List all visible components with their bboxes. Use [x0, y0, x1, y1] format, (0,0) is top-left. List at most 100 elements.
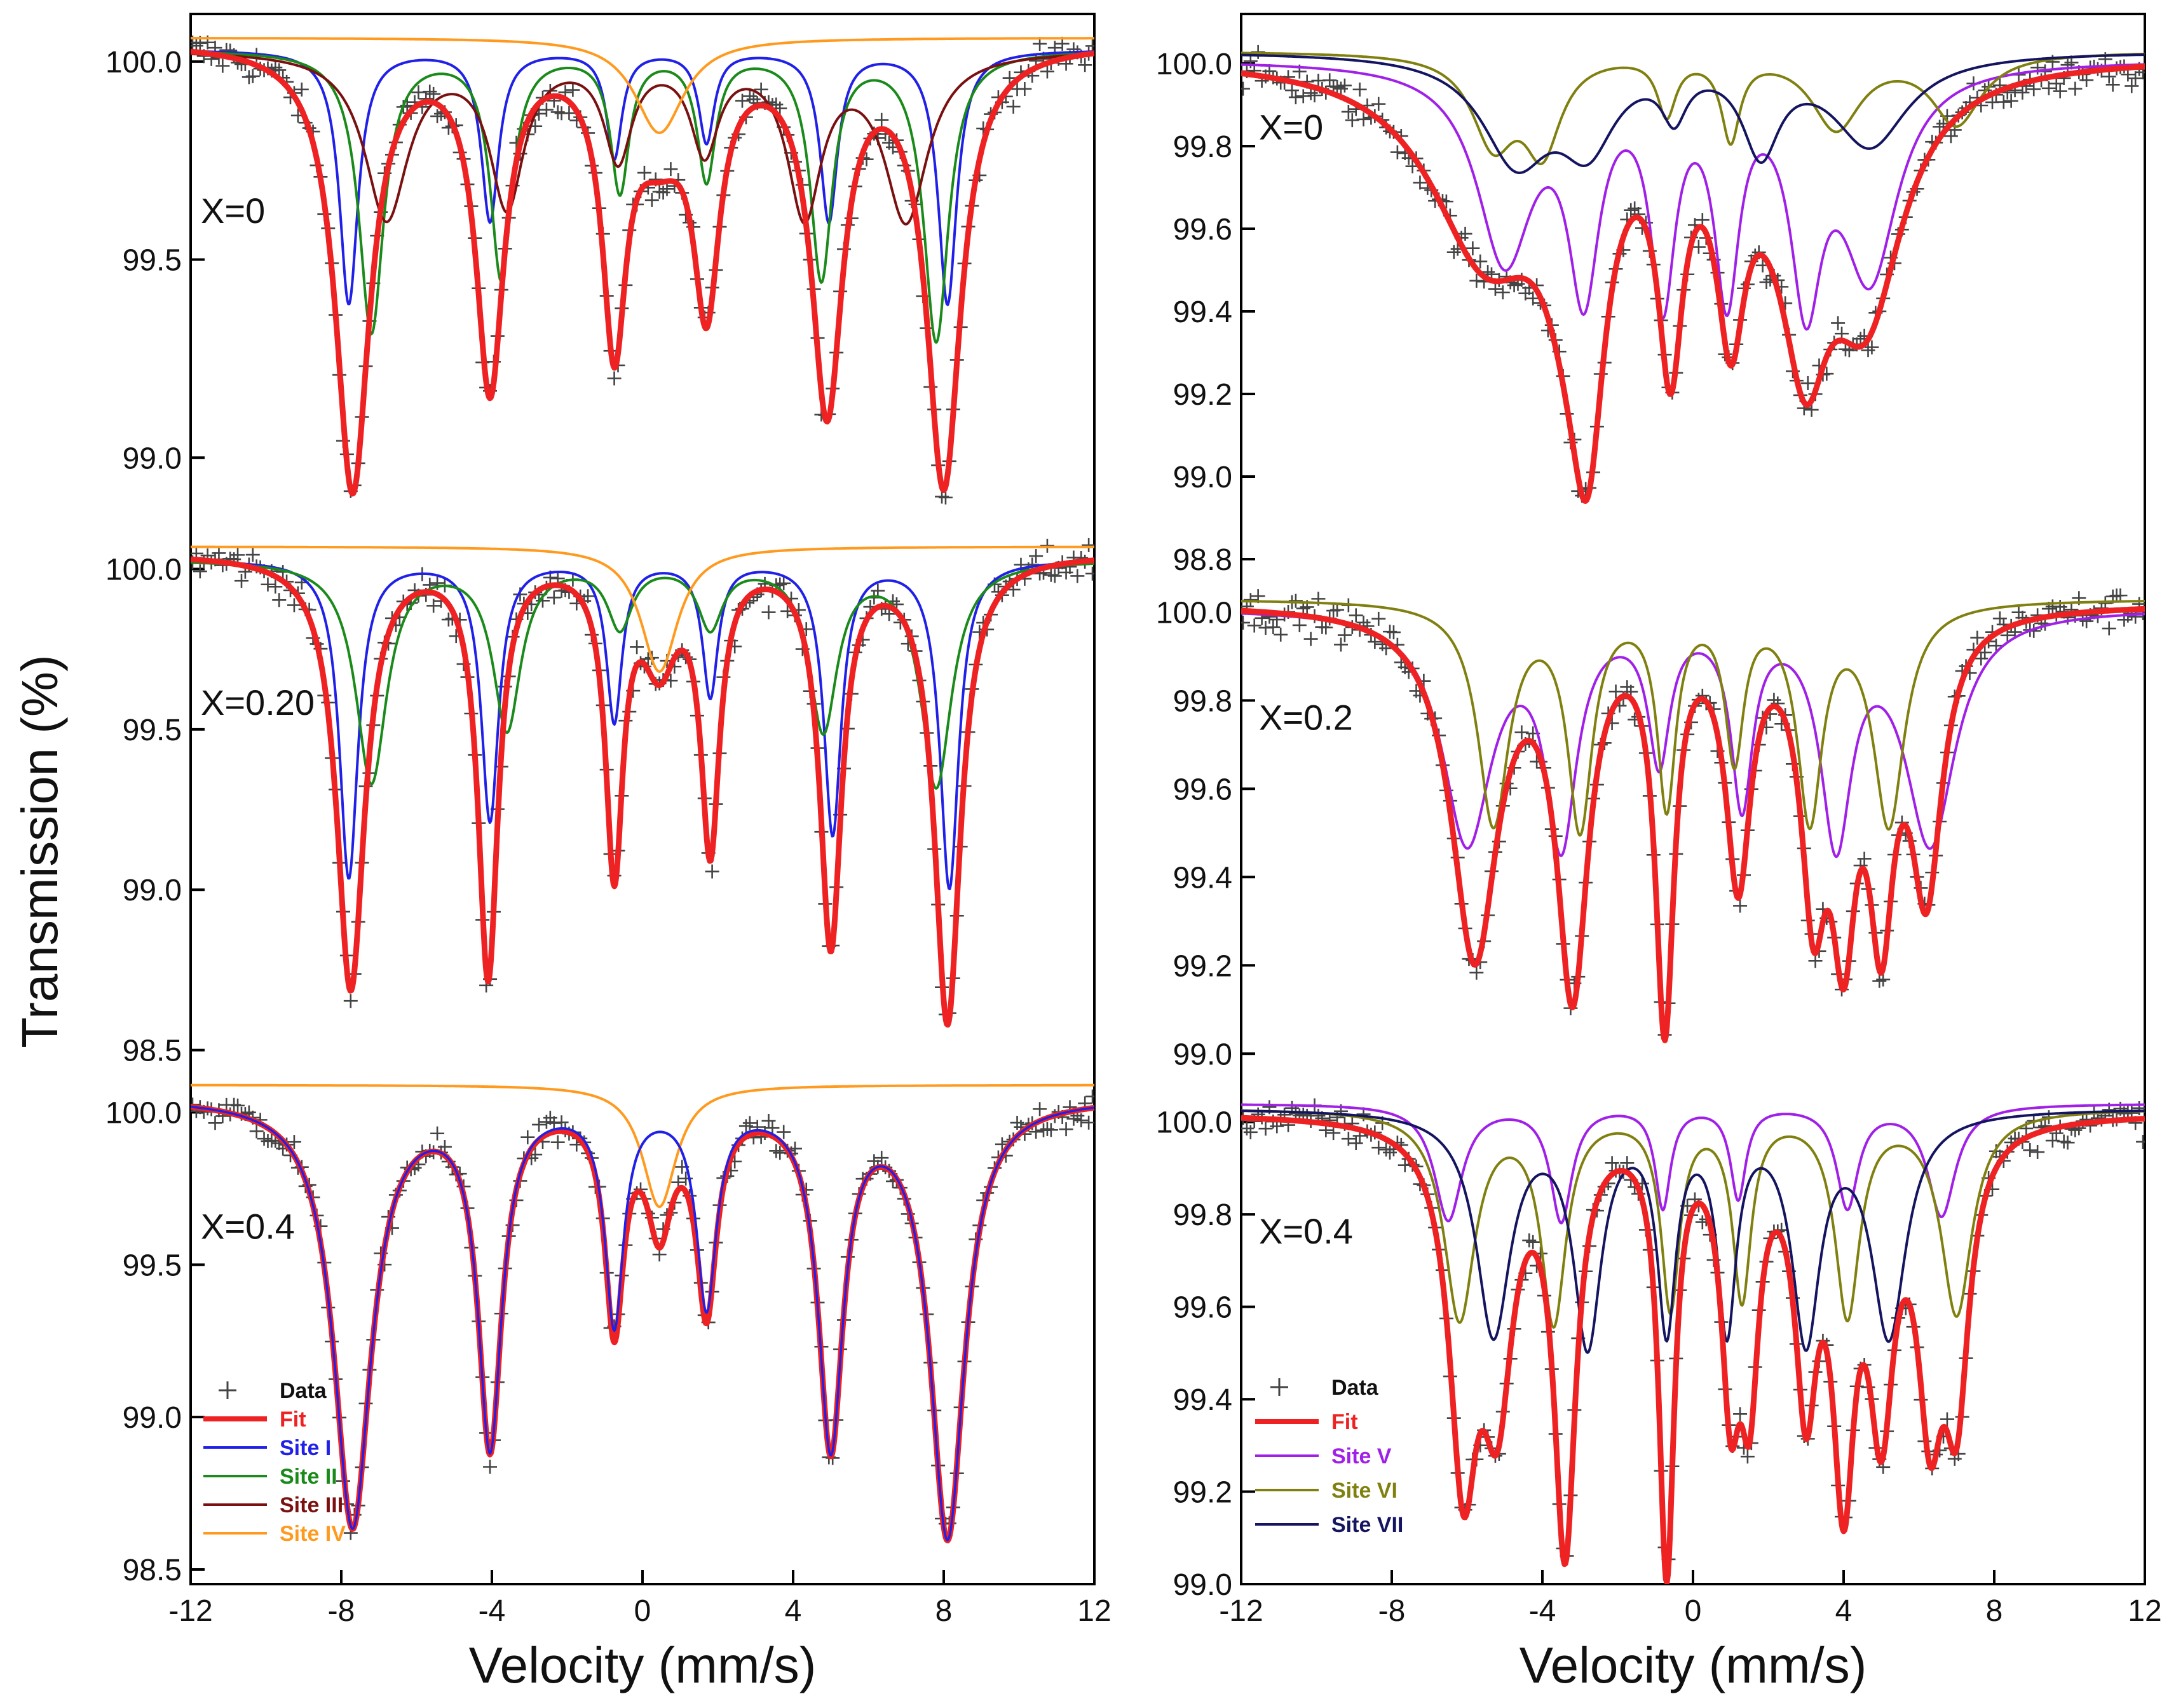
- left-y-tick-label: 99.0: [123, 1401, 182, 1435]
- right-site-vi-curve: [1241, 600, 2145, 837]
- data-point: [539, 102, 554, 117]
- right-y-tick-label: 99.2: [1173, 1476, 1232, 1510]
- left-panel-label: X=0: [201, 191, 265, 231]
- right-plot-frame: [1240, 13, 2146, 1585]
- data-point: [1970, 630, 1985, 645]
- y-axis-title: Transmission (%): [11, 654, 68, 1048]
- data-point: [1085, 1089, 1094, 1104]
- data-point: [1066, 1111, 1081, 1126]
- right-chart: -12 -8 -4 0 4 8 12 Velocity (mm/s) 100.0 99.8 99.6…: [1156, 13, 2162, 1693]
- data-point: [1857, 851, 1872, 866]
- left-x-tick-label: 8: [935, 1594, 953, 1628]
- data-point: [1465, 241, 1480, 255]
- right-panel-label: X=0: [1259, 107, 1323, 147]
- right-y-tick-label: 100.0: [1156, 596, 1232, 630]
- data-point: [1390, 145, 1404, 159]
- left-panel-label: X=0.4: [201, 1206, 295, 1246]
- legend-label: Site VII: [1331, 1513, 1403, 1537]
- legend-label: Site II: [280, 1465, 337, 1489]
- right-x-tick-label: 0: [1685, 1594, 1702, 1628]
- data-point: [1865, 340, 1879, 355]
- data-point: [437, 1139, 452, 1154]
- data-point: [630, 640, 644, 654]
- right-x-tick-label: -4: [1529, 1594, 1556, 1628]
- data-point: [547, 590, 561, 605]
- data-point: [2027, 82, 2041, 97]
- data-point: [1458, 226, 1472, 241]
- data-point: [547, 1116, 561, 1130]
- data-point: [1292, 618, 1307, 632]
- data-point: [742, 1116, 757, 1130]
- right-x-tick-label: 8: [1986, 1594, 2003, 1628]
- data-point: [2136, 1134, 2145, 1149]
- data-point: [430, 1126, 445, 1141]
- data-point: [1628, 201, 1642, 215]
- data-point: [1082, 1115, 1094, 1130]
- data-point: [1247, 618, 1261, 633]
- right-y-tick-label: 98.8: [1173, 543, 1232, 577]
- data-point: [1241, 1121, 1254, 1135]
- left-site-i-overlay-curve: [191, 1106, 1094, 1542]
- data-point: [2068, 81, 2083, 96]
- data-point: [1624, 203, 1638, 217]
- left-y-tick-label: 99.5: [123, 1249, 182, 1282]
- data-point: [777, 1125, 791, 1139]
- left-x-tick-label: -4: [479, 1594, 506, 1628]
- data-point: [644, 193, 659, 207]
- data-point: [1241, 81, 1250, 96]
- left-legend: Data Fit Site I Site II Site III Site IV: [203, 1379, 346, 1546]
- right-plot-area: [1241, 1098, 2145, 1584]
- left-y-tick-label: 98.5: [123, 1554, 182, 1587]
- data-point: [1469, 965, 1484, 980]
- legend-label: Site III: [280, 1493, 343, 1517]
- data-point: [287, 1135, 301, 1149]
- left-x-tick-label: -12: [168, 1594, 212, 1628]
- data-point: [1006, 99, 1021, 114]
- data-point: [1040, 64, 1054, 79]
- left-subplot-1: 100.0 99.5 99.0 X=0: [105, 35, 1094, 505]
- data-point: [663, 162, 678, 177]
- data-point: [2030, 1145, 2045, 1160]
- data-point: [423, 85, 437, 99]
- left-y-tick-label: 99.0: [123, 874, 182, 907]
- data-point: [215, 58, 230, 73]
- data-point: [2045, 1134, 2060, 1148]
- data-point: [231, 548, 245, 562]
- data-point: [1514, 725, 1529, 740]
- right-x-tick-label: 4: [1835, 1594, 1853, 1628]
- data-point: [1319, 620, 1333, 635]
- data-point: [430, 109, 445, 123]
- data-point: [1044, 1123, 1058, 1137]
- data-point: [1059, 1122, 1073, 1137]
- data-point: [1330, 79, 1345, 94]
- data-point: [1044, 567, 1058, 582]
- right-y-tick-label: 99.8: [1173, 130, 1232, 164]
- right-fit-curve: [1241, 64, 2145, 504]
- data-point: [1383, 1145, 1397, 1160]
- data-point: [1326, 1126, 1341, 1141]
- left-site-iv-curve: [191, 37, 1094, 134]
- right-y-tick-label: 99.0: [1173, 1038, 1232, 1071]
- data-point: [294, 82, 309, 97]
- left-y-tick-label: 100.0: [105, 1097, 182, 1130]
- data-point: [1243, 593, 1258, 607]
- data-point: [2060, 1135, 2075, 1150]
- right-y-tick-label: 99.6: [1173, 1291, 1232, 1325]
- left-plot-area: [191, 538, 1094, 1028]
- right-y-tick-label: 99.0: [1173, 461, 1232, 494]
- data-point: [874, 112, 889, 127]
- left-site-iv-curve: [191, 545, 1094, 673]
- left-panel-label: X=0.20: [201, 682, 315, 722]
- data-point: [735, 93, 750, 108]
- data-point: [245, 548, 260, 562]
- data-point: [241, 70, 256, 85]
- left-y-tick-label: 100.0: [105, 553, 182, 586]
- left-x-tick-label: -8: [328, 1594, 355, 1628]
- data-point: [1266, 620, 1281, 634]
- data-point: [1033, 1102, 1047, 1116]
- data-point: [761, 605, 776, 620]
- right-panel-label: X=0.2: [1259, 697, 1353, 737]
- data-point: [268, 60, 283, 75]
- data-point: [1337, 78, 1352, 93]
